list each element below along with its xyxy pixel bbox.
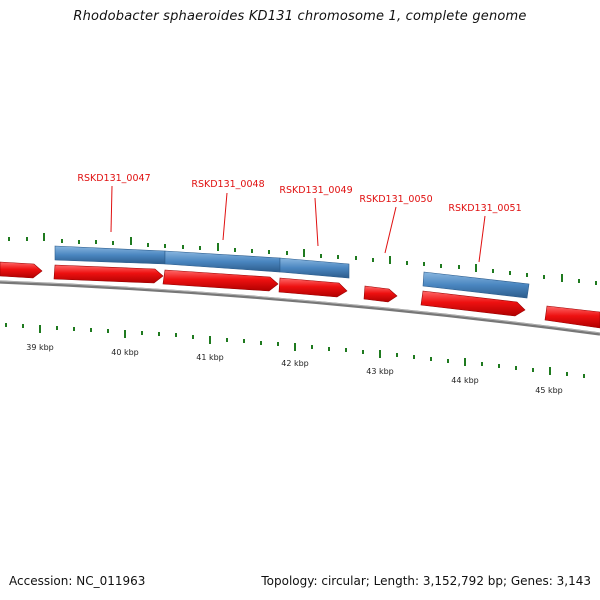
gene-arrow	[0, 261, 43, 279]
feature-bars	[54, 245, 530, 299]
gene-label-leader	[314, 197, 319, 247]
accession-label: Accession: NC_011963	[9, 574, 146, 588]
gene-arrow	[53, 264, 164, 284]
topology-label: Topology: circular; Length: 3,152,792 bp…	[261, 574, 591, 588]
inner-tick-ring	[5, 323, 585, 378]
gene-arrow	[278, 277, 348, 298]
gene-arrow	[544, 305, 600, 329]
scale-label: 39 kbp	[26, 343, 54, 352]
gene-label[interactable]: RSKD131_0047	[77, 173, 150, 184]
feature-bar	[164, 250, 281, 273]
genome-backbone	[0, 280, 600, 336]
gene-arrow	[420, 290, 526, 317]
forward-strand-genes	[0, 261, 600, 329]
gene-label[interactable]: RSKD131_0050	[359, 194, 432, 205]
genome-backbone-highlight	[0, 280, 600, 334]
gene-label-leader	[110, 185, 113, 233]
gene-label-leader	[478, 215, 486, 263]
feature-bar	[54, 245, 166, 265]
map-title: Rhodobacter sphaeroides KD131 chromosome…	[73, 9, 527, 24]
feature-bar	[279, 257, 350, 279]
gene-label-leader	[384, 206, 397, 254]
scale-label: 40 kbp	[111, 348, 139, 357]
gene-label[interactable]: RSKD131_0049	[279, 185, 352, 196]
scale-label: 41 kbp	[196, 353, 224, 362]
outer-tick-ring	[8, 233, 597, 285]
gene-arrow	[363, 285, 398, 303]
gene-arrow	[162, 269, 279, 292]
scale-label: 44 kbp	[451, 376, 479, 385]
gene-label-leader	[222, 192, 228, 241]
scale-label: 43 kbp	[366, 367, 394, 376]
feature-bar	[422, 271, 530, 299]
gene-label[interactable]: RSKD131_0048	[191, 179, 264, 190]
scale-label: 45 kbp	[535, 386, 563, 395]
gene-label[interactable]: RSKD131_0051	[448, 203, 521, 214]
scale-label: 42 kbp	[281, 359, 309, 368]
